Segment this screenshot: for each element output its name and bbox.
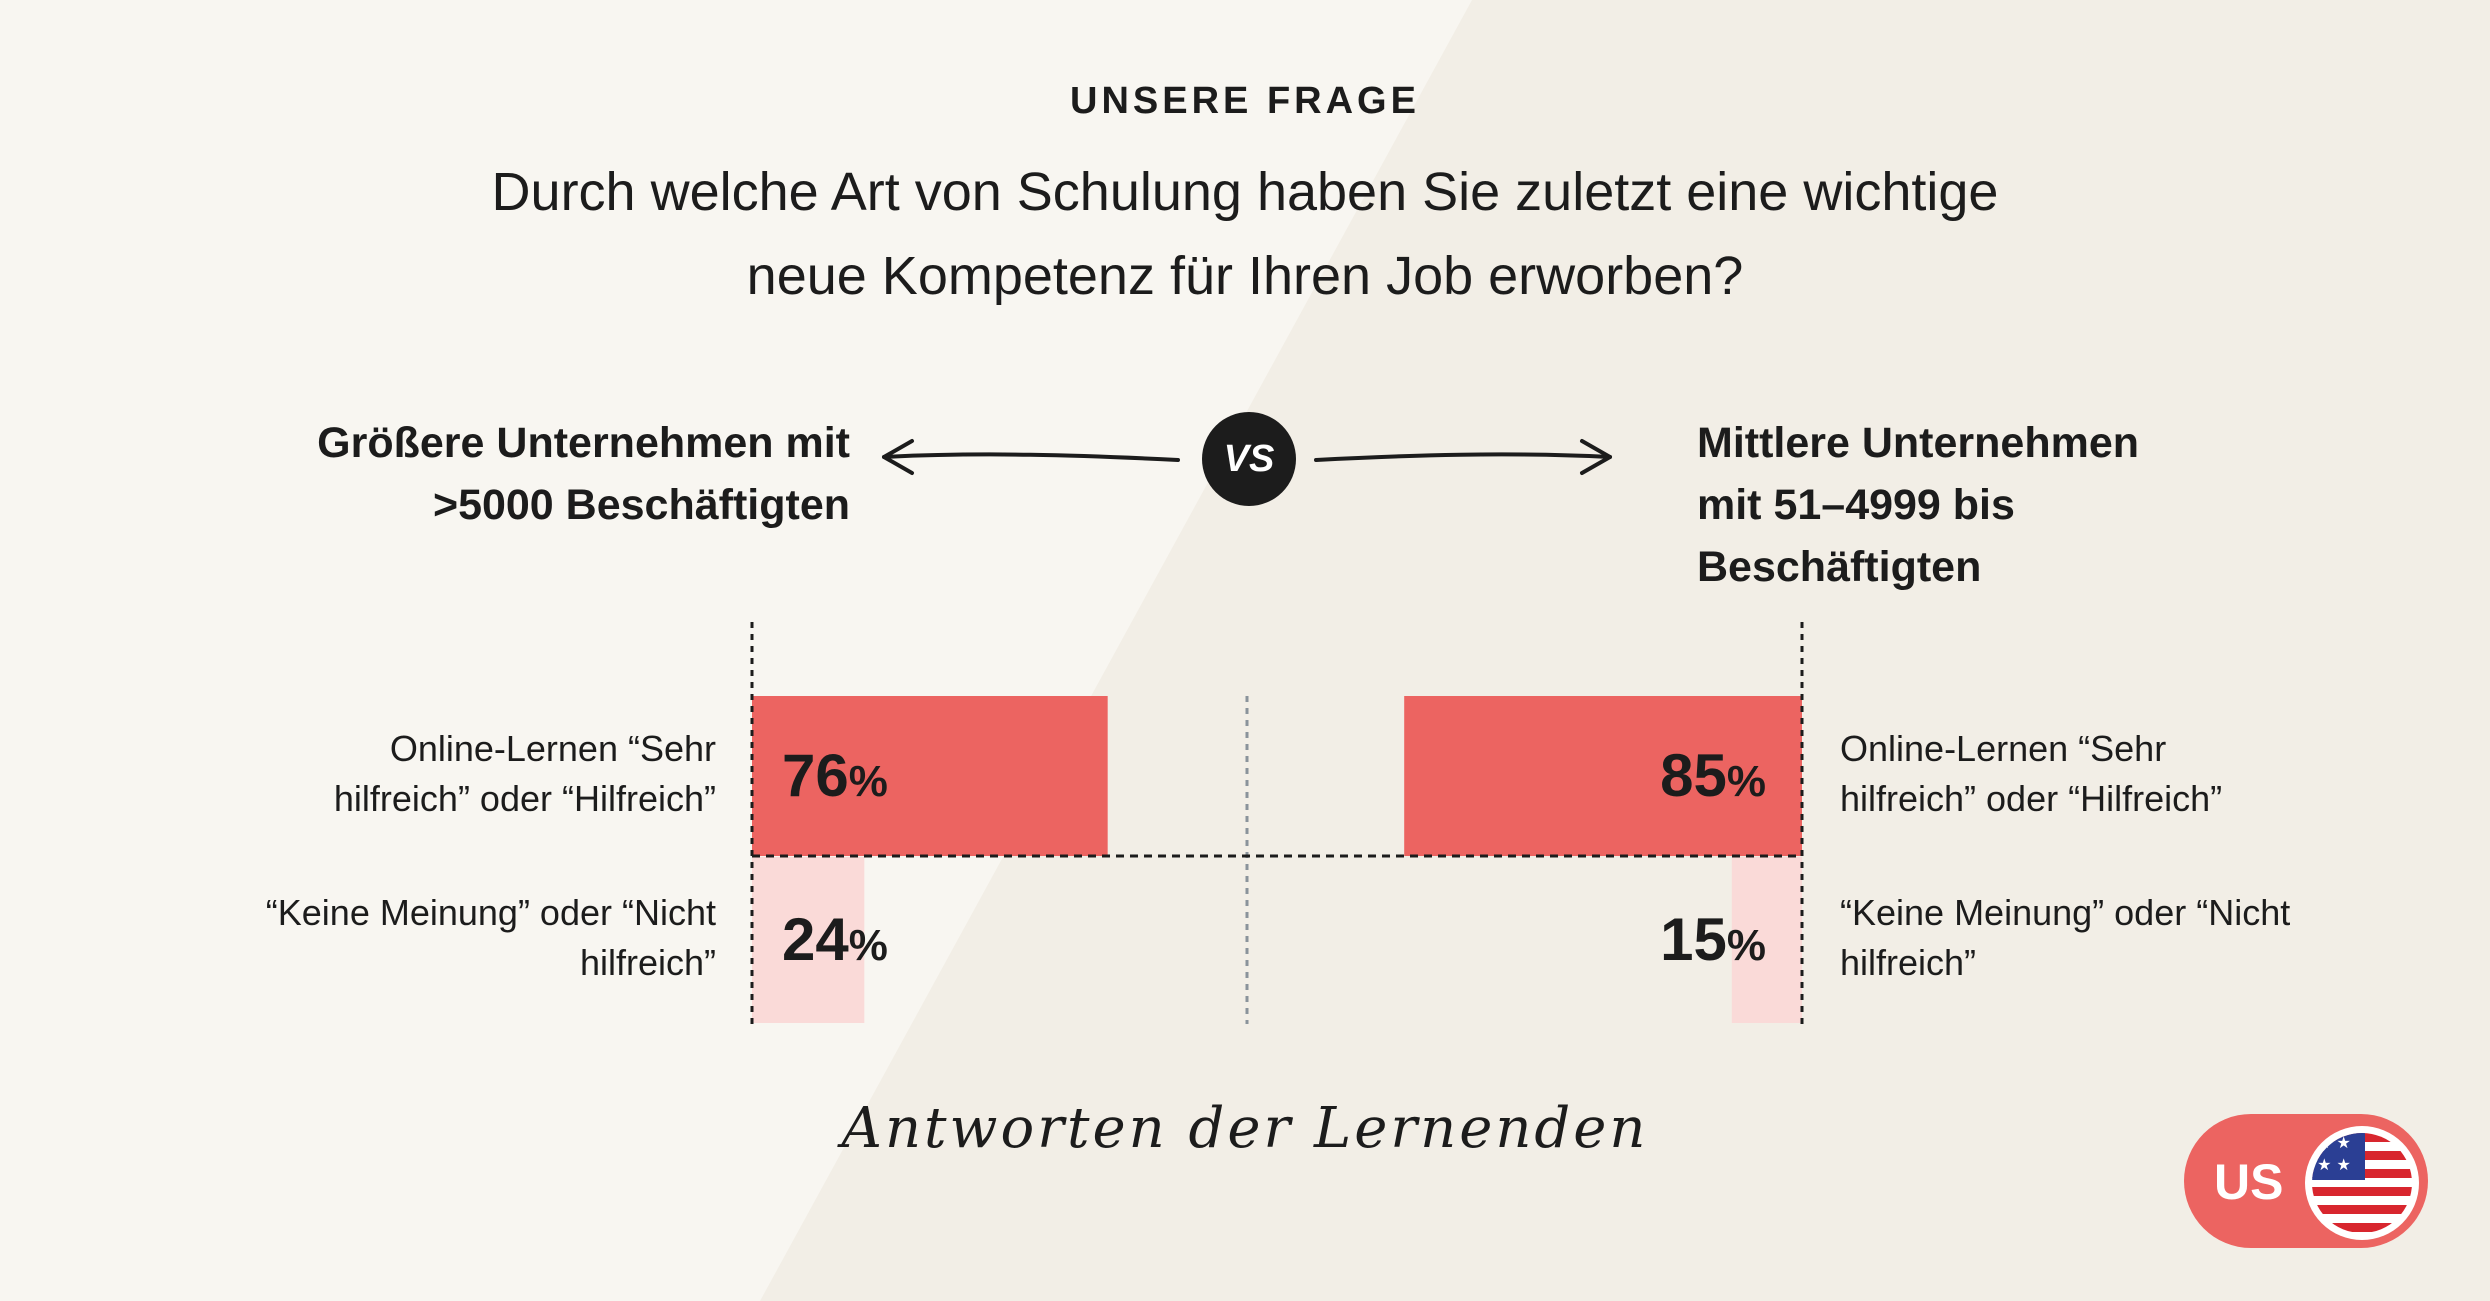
right-group-label-line-1: Mittlere Unternehmen	[1697, 419, 2140, 467]
us-flag-icon: ★ ★ ★ ★	[2305, 1126, 2419, 1240]
value-label-left-1: 24%	[782, 910, 888, 976]
value-label-right-1: 15%	[1606, 910, 1766, 976]
left-group-label-line-2: >5000 Beschäftigten	[432, 481, 850, 529]
value-unit: %	[848, 921, 888, 970]
value-unit: %	[848, 757, 888, 806]
region-code: US	[2214, 1154, 2284, 1210]
bar-right-1	[1731, 857, 1802, 1023]
category-label-right-1-line-1: “Keine Meinung” oder “Nicht	[1840, 892, 2291, 933]
bar-left-1	[752, 857, 865, 1023]
bar-right-0	[1404, 696, 1802, 856]
category-label-right-1-line-2: hilfreich”	[1840, 942, 1977, 983]
question-heading: Durch welche Art von Schulung haben Sie …	[370, 150, 2120, 318]
left-group-label-line-1: Größere Unternehmen mit	[317, 419, 850, 467]
right-group-label-line-3: Beschäftigten	[1697, 543, 1982, 591]
category-label-right-0-line-2: hilfreich” oder “Hilfreich”	[1840, 778, 2223, 819]
category-label-left-1-line-1: “Keine Meinung” oder “Nicht	[265, 892, 716, 933]
question-line-1: Durch welche Art von Schulung haben Sie …	[491, 162, 1999, 222]
footer-caption: Antworten der Lernenden	[841, 1096, 1649, 1161]
category-label-right-0: Online-Lernen “Sehr hilfreich” oder “Hil…	[1840, 724, 2400, 824]
arrow-right-icon	[1314, 439, 1612, 475]
left-group-label: Größere Unternehmen mit >5000 Beschäftig…	[240, 412, 850, 536]
value-number: 85	[1660, 742, 1727, 809]
arrow-left-icon	[882, 439, 1180, 475]
category-label-left-0: Online-Lernen “Sehr hilfreich” oder “Hil…	[180, 724, 716, 824]
value-unit: %	[1726, 921, 1766, 970]
category-label-left-0-line-1: Online-Lernen “Sehr	[389, 728, 716, 769]
bar-left-0	[752, 696, 1108, 856]
right-group-label-line-2: mit 51–4999 bis	[1697, 481, 2015, 529]
right-group-label: Mittlere Unternehmen mit 51–4999 bis Bes…	[1697, 412, 2217, 598]
value-number: 15	[1660, 906, 1727, 973]
value-number: 24	[782, 906, 849, 973]
category-label-left-1: “Keine Meinung” oder “Nicht hilfreich”	[180, 888, 716, 988]
category-label-left-0-line-2: hilfreich” oder “Hilfreich”	[333, 778, 716, 819]
vs-badge: VS	[1202, 412, 1296, 506]
svg-text:★ ★: ★ ★	[2317, 1155, 2351, 1174]
value-unit: %	[1726, 757, 1766, 806]
value-label-left-0: 76%	[782, 746, 888, 812]
category-label-right-0-line-1: Online-Lernen “Sehr	[1840, 728, 2167, 769]
value-label-right-0: 85%	[1606, 746, 1766, 812]
category-label-left-1-line-2: hilfreich”	[579, 942, 716, 983]
question-line-2: neue Kompetenz für Ihren Job erworben?	[746, 246, 1744, 306]
kicker-label: UNSERE FRAGE	[1070, 80, 1420, 122]
value-number: 76	[782, 742, 849, 809]
category-label-right-1: “Keine Meinung” oder “Nicht hilfreich”	[1840, 888, 2400, 988]
